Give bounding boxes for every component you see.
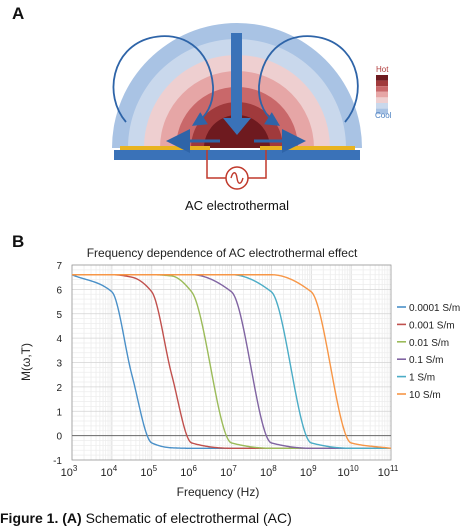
plot-series	[71, 274, 392, 449]
y-tick-label: 7	[56, 261, 62, 272]
circuit-wire-right	[248, 150, 267, 179]
caption-rest: Schematic of electrothermal (AC)	[81, 510, 292, 526]
y-axis-label: M(ω,T)	[19, 343, 33, 381]
caption-prefix: Figure 1.	[0, 510, 59, 526]
legend-entry: 10 S/m	[409, 390, 441, 401]
panel-a-label: A	[12, 4, 25, 23]
caption-letter: (A)	[62, 510, 82, 526]
plot-axes: -1 0 1 2 3 4 5 6 7 103 104 105 106 107 108 109 1010 1011	[53, 261, 399, 479]
frequency-dependence-chart: Frequency dependence of AC electrotherma…	[19, 246, 460, 499]
heat-legend-swatch	[376, 108, 388, 115]
right-electrode	[260, 146, 355, 150]
legend-cool-label: Cool	[375, 111, 392, 120]
y-tick-label: -1	[53, 456, 62, 467]
legend-entry: 0.0001 S/m	[409, 303, 460, 314]
x-tick-label: 106	[180, 464, 197, 479]
y-tick-label: 2	[56, 383, 62, 394]
panel-b-label: B	[12, 232, 25, 251]
y-tick-label: 6	[56, 285, 62, 296]
x-tick-label: 104	[101, 464, 118, 479]
heat-legend-swatch	[376, 75, 388, 81]
x-tick-label: 103	[61, 464, 78, 479]
series-line	[72, 274, 392, 449]
y-tick-label: 1	[56, 407, 62, 418]
sine-wave-icon	[230, 172, 244, 184]
plot-frame	[71, 264, 392, 461]
legend-hot-label: Hot	[376, 65, 389, 74]
central-flow-arrow-shaft	[231, 33, 242, 125]
x-tick-label: 109	[300, 464, 317, 479]
heat-legend-swatch	[376, 86, 388, 92]
heat-legend-swatch	[376, 97, 388, 103]
heat-legend-swatch	[376, 91, 388, 98]
chart-title: Frequency dependence of AC electrotherma…	[87, 246, 358, 260]
circuit-wire	[206, 150, 226, 179]
x-tick-label: 105	[140, 464, 157, 479]
left-vortex-arrow	[112, 35, 214, 126]
y-tick-label: 0	[56, 432, 62, 443]
heat-legend-swatch	[376, 103, 388, 109]
x-tick-label: 1011	[378, 464, 399, 479]
legend-entry: 0.001 S/m	[409, 320, 455, 331]
x-axis-label: Frequency (Hz)	[177, 485, 260, 499]
y-tick-label: 4	[56, 334, 62, 345]
heat-legend-swatch	[376, 80, 388, 87]
central-flow-arrow-head	[223, 118, 251, 135]
heat-legend-scale	[376, 75, 388, 115]
legend-entry: 1 S/m	[409, 373, 435, 384]
schematic-caption: AC electrothermal	[185, 198, 289, 213]
electrothermal-schematic: Hot Cool AC electrothermal	[112, 23, 392, 213]
y-tick-label: 3	[56, 359, 62, 370]
chart-legend: 0.0001 S/m 0.001 S/m 0.01 S/m 0.1 S/m 1 S/m 1…	[397, 303, 460, 401]
substrate	[114, 150, 360, 160]
x-tick-label: 1010	[338, 464, 360, 479]
y-tick-label: 5	[56, 310, 62, 321]
x-tick-label: 107	[220, 464, 237, 479]
legend-entry: 0.1 S/m	[409, 355, 443, 366]
x-tick-label: 108	[260, 464, 277, 479]
right-vortex-arrow	[258, 35, 359, 126]
left-electrode	[120, 146, 210, 150]
plot-grid	[71, 264, 391, 461]
legend-entry: 0.01 S/m	[409, 338, 449, 349]
figure-caption: Figure 1. (A) Schematic of electrotherma…	[0, 510, 292, 526]
